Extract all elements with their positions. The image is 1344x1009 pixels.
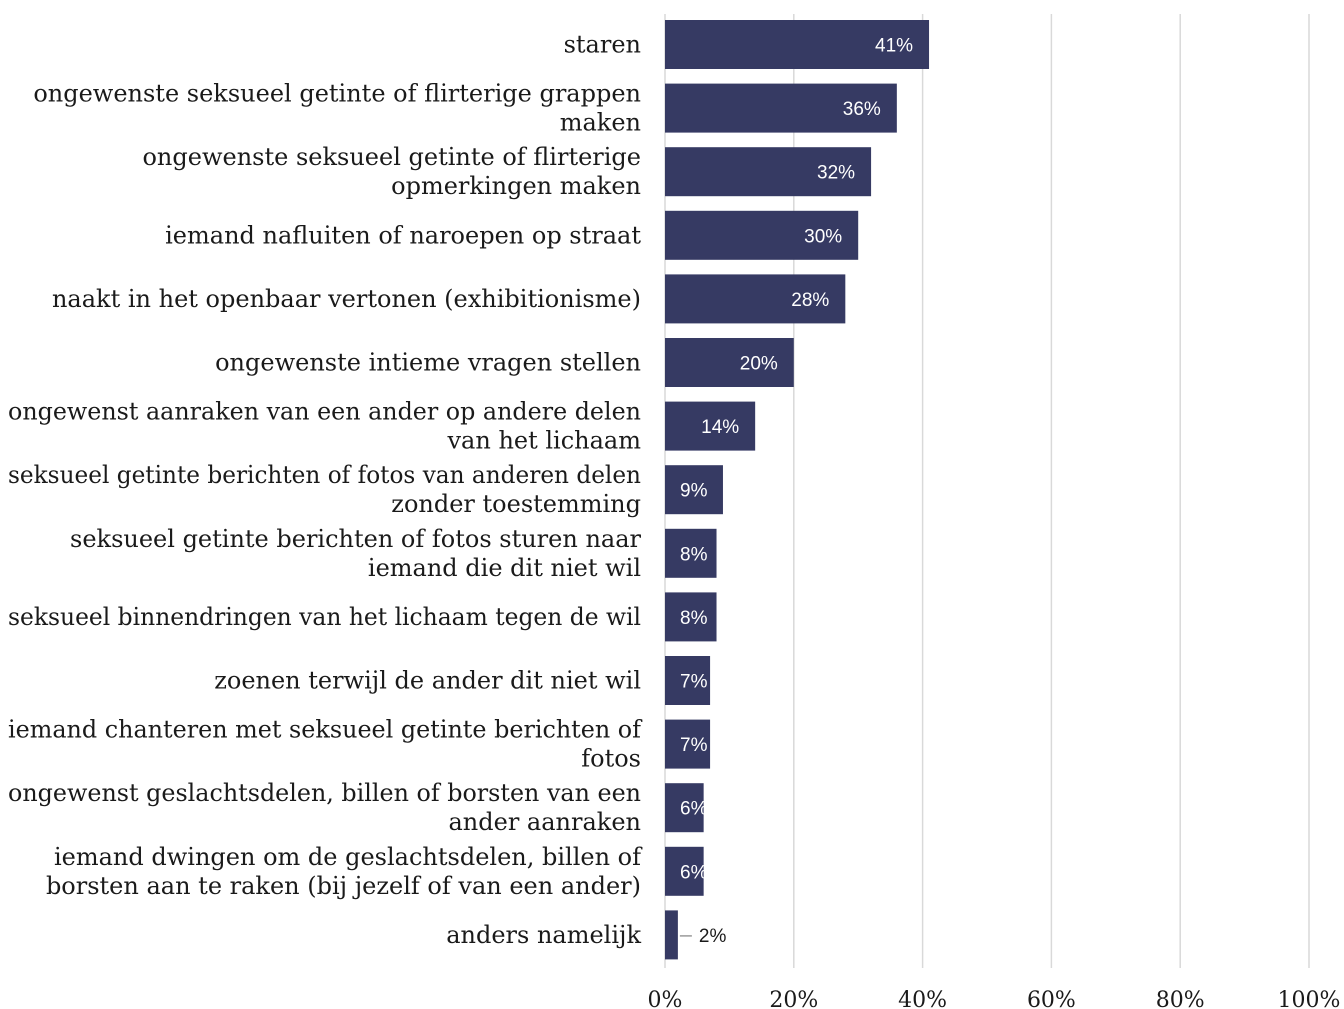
- category-label-9: iemand die dit niet wil: [368, 554, 641, 582]
- bar-9: [665, 528, 717, 578]
- category-label-13: ander aanraken: [449, 808, 642, 836]
- value-label-15: 2%: [699, 926, 727, 947]
- category-label-3: ongewenste seksueel getinte of flirterig…: [142, 143, 641, 171]
- category-label-15: anders namelijk: [446, 921, 641, 949]
- value-label-10: 8%: [680, 608, 708, 629]
- value-label-2: 36%: [843, 99, 881, 120]
- x-tick-label-100: 100%: [1278, 988, 1341, 1009]
- bar-11: [665, 656, 711, 705]
- value-label-1: 41%: [875, 36, 913, 57]
- value-label-6: 20%: [740, 354, 778, 375]
- value-label-8: 9%: [680, 481, 708, 502]
- value-label-7: 14%: [701, 417, 739, 438]
- category-label-2: ongewenste seksueel getinte of flirterig…: [33, 80, 641, 108]
- bar-8: [665, 465, 723, 515]
- x-tick-label-20: 20%: [769, 988, 818, 1009]
- category-label-14: borsten aan te raken (bij jezelf of van …: [46, 872, 641, 900]
- category-label-1: staren: [564, 31, 641, 59]
- value-label-13: 6%: [680, 799, 708, 820]
- x-axis-tick-labels: 0% 20% 40% 60% 80% 100%: [648, 988, 1341, 1009]
- value-label-5: 28%: [791, 290, 829, 311]
- bar-5: [665, 274, 846, 324]
- x-tick-label-80: 80%: [1156, 988, 1205, 1009]
- value-label-9: 8%: [680, 544, 708, 565]
- bar-4: [665, 210, 859, 260]
- category-label-8: zonder toestemming: [391, 490, 641, 518]
- value-label-4: 30%: [804, 226, 842, 247]
- category-label-7: van het lichaam: [446, 427, 641, 455]
- x-tick-label-60: 60%: [1027, 988, 1076, 1009]
- bar-6: [665, 338, 794, 387]
- bar-1: [665, 20, 930, 69]
- bar-13: [665, 783, 704, 833]
- category-label-7: ongewenst aanraken van een ander op ande…: [8, 398, 641, 426]
- category-label-12: iemand chanteren met seksueel getinte be…: [8, 716, 643, 744]
- category-label-13: ongewenst geslachtsdelen, billen of bors…: [8, 779, 641, 807]
- bar-14: [665, 846, 704, 896]
- category-label-2: maken: [560, 109, 641, 137]
- bar-2: [665, 83, 897, 133]
- category-labels: staren ongewenste seksueel getinte of fli…: [8, 31, 643, 949]
- bar-12: [665, 719, 711, 769]
- bar-15: [665, 910, 678, 960]
- category-label-9: seksueel getinte berichten of fotos stur…: [70, 525, 642, 553]
- category-label-10: seksueel binnendringen van het lichaam t…: [8, 603, 641, 631]
- bars: 41% 36% 32% 30% 28% 20% 14% 9% 8% 8% 7% 7% 6% 6% 2%: [665, 20, 930, 960]
- x-tick-label-40: 40%: [898, 988, 947, 1009]
- category-label-4: iemand nafluiten of naroepen op straat: [165, 221, 641, 249]
- category-label-3: opmerkingen maken: [391, 172, 641, 200]
- category-label-11: zoenen terwijl de ander dit niet wil: [214, 667, 641, 695]
- bar-10: [665, 592, 717, 642]
- category-label-14: iemand dwingen om de geslachtsdelen, bil…: [54, 843, 643, 871]
- bar-3: [665, 147, 872, 197]
- value-label-11: 7%: [680, 672, 708, 693]
- x-tick-label-0: 0%: [648, 988, 683, 1009]
- bar-7: [665, 401, 756, 451]
- category-label-12: fotos: [581, 745, 641, 773]
- value-label-14: 6%: [680, 862, 708, 883]
- category-label-5: naakt in het openbaar vertonen (exhibiti…: [52, 285, 641, 313]
- value-label-3: 32%: [817, 163, 855, 184]
- category-label-8: seksueel getinte berichten of fotos van …: [8, 461, 641, 489]
- value-label-12: 7%: [680, 735, 708, 756]
- category-label-6: ongewenste intieme vragen stellen: [215, 349, 641, 377]
